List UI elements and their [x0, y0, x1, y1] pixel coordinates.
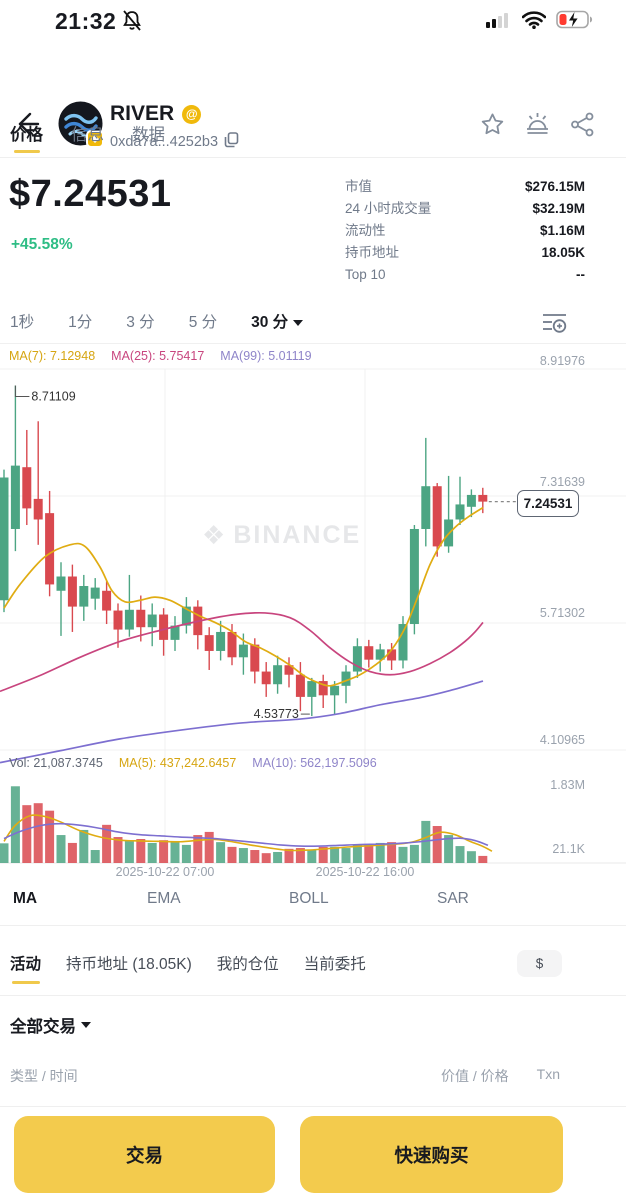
price-chart[interactable]: ❖ BINANCE 8.71109 4.53773 MA(7): 7.12948 …	[0, 343, 626, 885]
price-alert-icon[interactable]	[523, 111, 552, 143]
indicator-ma[interactable]: MA	[13, 890, 38, 907]
tab-data[interactable]: 数据	[132, 126, 165, 144]
tab-holders[interactable]: 持币地址 (18.05K)	[66, 956, 192, 973]
token-stats: 市值 $276.15M 24 小时成交量 $32.19M 流动性 $1.16M 持币地…	[345, 179, 585, 290]
chain-badge-icon	[86, 130, 104, 148]
chevron-down-icon	[81, 1022, 91, 1028]
y-axis-label: 8.91976	[539, 354, 585, 368]
ma25-legend: MA(25): 5.75417	[111, 349, 205, 363]
ma99-legend: MA(99): 5.01119	[220, 349, 312, 363]
volume-axis-label: 1.83M	[550, 778, 585, 792]
vol-ma10-legend: MA(10): 562,197.5096	[252, 756, 377, 770]
volume-legend: Vol: 21,087.3745 MA(5): 437,242.6457 MA(…	[9, 756, 377, 770]
stat-market-cap: 市值 $276.15M	[345, 179, 585, 194]
col-value-price: 价值 / 价格	[440, 1068, 509, 1084]
status-bar: 21:32	[0, 0, 626, 45]
divider	[0, 1106, 626, 1107]
ma7-legend: MA(7): 7.12948	[9, 349, 96, 363]
indicator-tabs: MA EMA BOLL SAR	[0, 890, 626, 922]
x-axis-label: 2025-10-22 07:00	[115, 865, 215, 879]
y-axis-label: 7.31639	[539, 475, 585, 489]
tf-1m[interactable]: 1分	[68, 314, 93, 331]
price-change: +45.58%	[11, 236, 73, 253]
last-price-tag: 7.24531	[517, 490, 579, 517]
tf-5m[interactable]: 5 分	[188, 314, 218, 331]
trade-button[interactable]: 交易	[14, 1116, 275, 1193]
indicator-sar[interactable]: SAR	[437, 890, 469, 907]
vol-legend-value: Vol: 21,087.3745	[9, 756, 103, 770]
copy-icon[interactable]	[224, 132, 239, 152]
stat-liquidity: 流动性 $1.16M	[345, 223, 585, 238]
page-header: RIVER @ 0xda7a...4252b3	[0, 45, 626, 150]
wifi-icon	[521, 10, 547, 34]
tf-1s[interactable]: 1秒	[10, 314, 35, 331]
quick-buy-button[interactable]: 快速购买	[300, 1116, 563, 1193]
ma-legend: MA(7): 7.12948 MA(25): 5.75417 MA(99): 5…	[9, 349, 312, 363]
svg-text:4.53773: 4.53773	[254, 707, 299, 721]
volume-axis-label: 21.1K	[552, 842, 585, 856]
currency-toggle[interactable]: $	[517, 950, 562, 977]
timeframe-selector: 1秒 1分 3 分 5 分 30 分	[10, 310, 304, 332]
vol-ma5-legend: MA(5): 437,242.6457	[118, 756, 237, 770]
divider	[0, 925, 626, 926]
y-axis-label: 4.10965	[539, 733, 585, 747]
share-icon[interactable]	[569, 111, 596, 143]
activity-tabs: 活动 持币地址 (18.05K) 我的仓位 当前委托	[10, 952, 366, 986]
x-axis-label: 2025-10-22 16:00	[315, 865, 415, 879]
favorite-star-icon[interactable]	[479, 111, 506, 143]
col-txn: Txn	[536, 1066, 560, 1082]
y-axis-label: 5.71302	[539, 606, 585, 620]
verified-at-badge-icon: @	[182, 104, 202, 124]
divider	[0, 995, 626, 996]
tab-price[interactable]: 价格	[10, 121, 43, 155]
stat-volume-24h: 24 小时成交量 $32.19M	[345, 201, 585, 216]
binance-watermark: ❖ BINANCE	[202, 520, 362, 550]
trades-table-header: 类型 / 时间 价值 / 价格 Txn	[10, 1066, 560, 1086]
indicator-boll[interactable]: BOLL	[289, 890, 329, 907]
contract-address: 0xda7a...4252b3	[110, 134, 219, 150]
battery-charging-icon	[556, 10, 594, 34]
mute-bell-icon	[122, 10, 142, 37]
page-tabs: 价格 信息 数据	[10, 121, 165, 155]
svg-text:8.71109: 8.71109	[31, 390, 75, 404]
current-price: $7.24531	[9, 173, 172, 215]
stat-holders: 持币地址 18.05K	[345, 245, 585, 260]
clock: 21:32	[55, 8, 117, 34]
stat-top10: Top 10 --	[345, 267, 585, 282]
cellular-icon	[486, 11, 512, 34]
tab-my-position[interactable]: 我的仓位	[216, 956, 279, 973]
chevron-down-icon	[293, 319, 304, 326]
tab-info[interactable]: 信息	[71, 126, 104, 144]
tab-activity[interactable]: 活动	[10, 952, 41, 986]
divider	[0, 157, 626, 158]
candlestick-canvas[interactable]: 8.71109 4.53773	[0, 344, 626, 864]
tf-3m[interactable]: 3 分	[126, 314, 155, 331]
indicator-ema[interactable]: EMA	[147, 890, 181, 907]
col-type-time: 类型 / 时间	[10, 1068, 78, 1084]
indicator-settings-icon[interactable]	[541, 310, 568, 341]
token-name: RIVER	[110, 102, 175, 125]
trade-filter-dropdown[interactable]: 全部交易	[10, 1013, 91, 1037]
tab-open-orders[interactable]: 当前委托	[303, 956, 366, 973]
binance-logo-icon: ❖	[202, 520, 226, 550]
tf-30m[interactable]: 30 分	[251, 310, 304, 332]
